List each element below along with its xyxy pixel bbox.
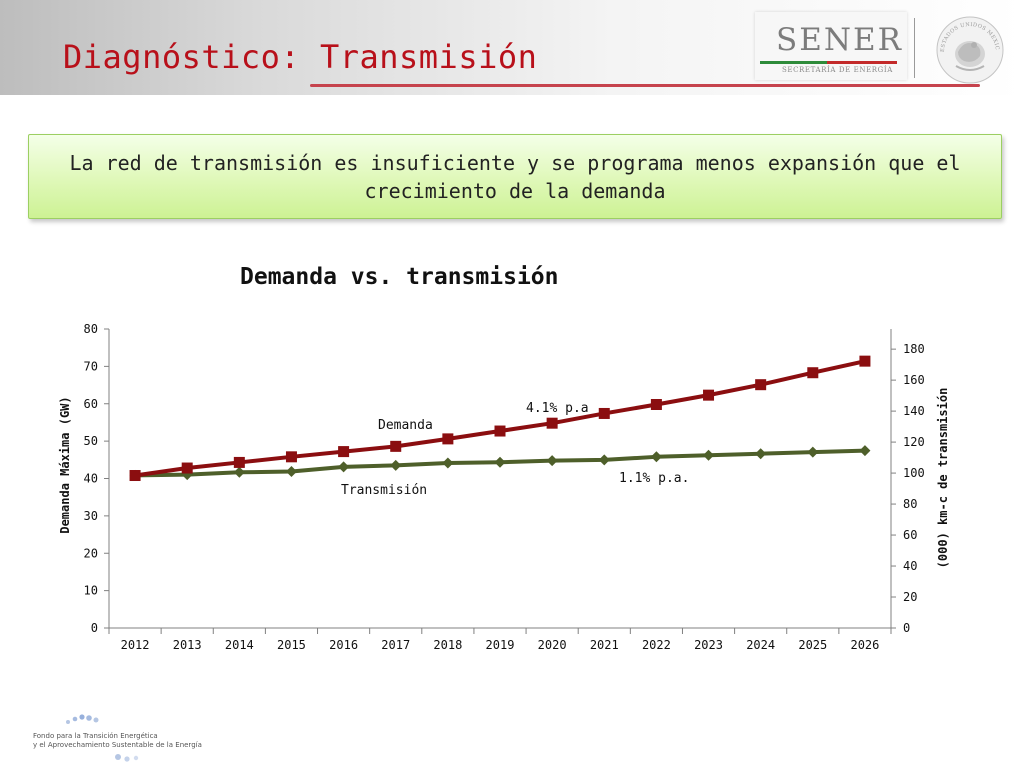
marker-demanda: [338, 446, 350, 458]
y2-tick-label: 60: [903, 528, 917, 542]
y-tick-label: 20: [84, 546, 98, 560]
marker-demanda: [390, 440, 402, 452]
marker-transmision: [494, 456, 506, 468]
sener-logo: [755, 12, 907, 80]
marker-transmision: [546, 455, 558, 467]
y-axis-right-label: (000) km-c de transmisión: [936, 388, 950, 569]
y-tick-label: 0: [91, 621, 98, 635]
y2-tick-label: 100: [903, 466, 925, 480]
title-underline: [310, 84, 980, 87]
y2-tick-label: 40: [903, 559, 917, 573]
logo-stripe-red: [827, 61, 897, 64]
x-tick-label: 2015: [277, 638, 306, 652]
x-tick-label: 2020: [538, 638, 567, 652]
x-tick-label: 2019: [486, 638, 515, 652]
marker-demanda: [181, 462, 193, 474]
marker-demanda: [650, 398, 662, 410]
y-tick-label: 40: [84, 472, 98, 486]
x-tick-label: 2016: [329, 638, 358, 652]
fund-logo-dots-bottom-icon: [115, 754, 139, 762]
y2-tick-label: 140: [903, 404, 925, 418]
marker-demanda: [129, 470, 141, 482]
marker-transmision: [338, 461, 350, 473]
x-tick-label: 2013: [173, 638, 202, 652]
marker-transmision: [859, 445, 871, 457]
y2-tick-label: 0: [903, 621, 910, 635]
y2-tick-label: 180: [903, 342, 925, 356]
x-tick-label: 2018: [433, 638, 462, 652]
x-tick-label: 2026: [850, 638, 879, 652]
x-tick-label: 2023: [694, 638, 723, 652]
annotation-transmision: Transmisión: [341, 483, 427, 498]
fund-logo-dots-icon: [66, 714, 99, 724]
y-tick-label: 80: [84, 322, 98, 336]
marker-demanda: [859, 355, 871, 367]
y2-tick-label: 20: [903, 590, 917, 604]
marker-demanda: [285, 451, 297, 463]
x-tick-label: 2012: [121, 638, 150, 652]
x-tick-label: 2014: [225, 638, 254, 652]
y-tick-label: 50: [84, 434, 98, 448]
logo-stripe-green: [760, 61, 827, 64]
page-title: Diagnóstico: Transmisión: [63, 38, 538, 76]
national-seal-icon: ESTADOS UNIDOS MEXICANOS: [934, 14, 1004, 84]
x-tick-label: 2017: [381, 638, 410, 652]
y-tick-label: 30: [84, 509, 98, 523]
fund-logo-line2: y el Aprovechamiento Sustentable de la E…: [33, 741, 202, 749]
chart-title: Demanda vs. transmisión: [240, 264, 559, 290]
marker-transmision: [755, 448, 767, 460]
marker-transmision: [285, 466, 297, 478]
y-tick-label: 60: [84, 397, 98, 411]
logo-divider: [914, 18, 915, 78]
annotation-demand-growth: 4.1% p.a: [526, 401, 589, 416]
key-message-box: La red de transmisión es insuficiente y …: [28, 134, 1002, 219]
marker-transmision: [442, 457, 454, 469]
annotation-transmission-growth: 1.1% p.a.: [619, 471, 689, 486]
y2-tick-label: 120: [903, 435, 925, 449]
marker-demanda: [755, 379, 767, 391]
fund-logo-text: Fondo para la Transición Energética y el…: [33, 732, 202, 750]
x-tick-label: 2022: [642, 638, 671, 652]
marker-demanda: [494, 425, 506, 437]
marker-transmision: [390, 459, 402, 471]
annotation-demanda: Demanda: [378, 418, 433, 433]
marker-demanda: [233, 456, 245, 468]
y-tick-label: 70: [84, 359, 98, 373]
fund-logo-line1: Fondo para la Transición Energética: [33, 732, 158, 740]
marker-demanda: [807, 367, 819, 379]
marker-demanda: [442, 433, 454, 445]
y2-tick-label: 160: [903, 373, 925, 387]
x-tick-label: 2025: [798, 638, 827, 652]
y2-tick-label: 80: [903, 497, 917, 511]
marker-demanda: [703, 389, 715, 401]
marker-transmision: [703, 449, 715, 461]
marker-transmision: [598, 454, 610, 466]
sener-logo-subtitle: SECRETARÍA DE ENERGÍA: [782, 66, 893, 74]
y-tick-label: 10: [84, 584, 98, 598]
sener-logo-text: SENER: [776, 22, 903, 58]
x-tick-label: 2021: [590, 638, 619, 652]
marker-transmision: [650, 451, 662, 463]
marker-demanda: [598, 407, 610, 419]
marker-demanda: [546, 417, 558, 429]
marker-transmision: [233, 466, 245, 478]
marker-transmision: [807, 446, 819, 458]
x-tick-label: 2024: [746, 638, 775, 652]
y-axis-left-label: Demanda Máxima (GW): [58, 396, 72, 533]
